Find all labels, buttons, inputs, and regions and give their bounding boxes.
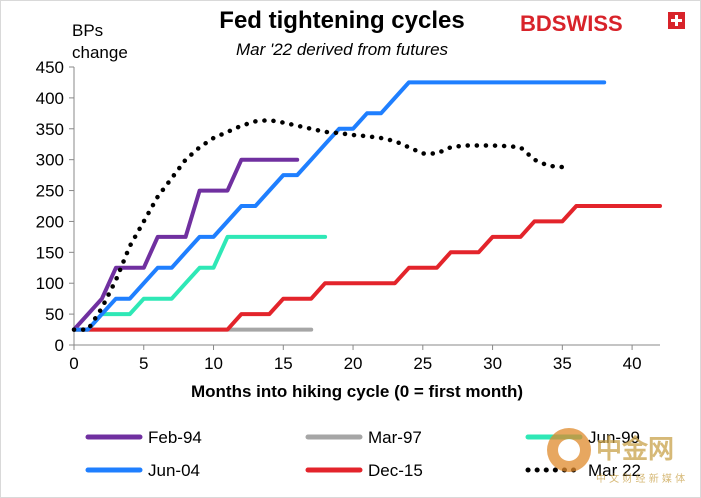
y-tick-label: 350 [36,120,64,139]
brand-logo-text: BDSWISS [520,11,623,36]
y-tick-label: 0 [55,336,64,355]
swiss-cross-bar-v [675,15,678,26]
x-tick-labels: 0 5 10 15 20 25 30 35 40 [69,354,641,373]
series-line-mar-22 [71,117,565,332]
y-tick-label: 250 [36,182,64,201]
series-lines [71,80,662,332]
x-tick-label: 20 [344,354,363,373]
legend-label: Mar 22 [588,461,641,480]
watermark-logo-inner [558,439,580,461]
series-line-dec-15 [72,204,662,332]
y-tick-label: 450 [36,58,64,77]
brand-logo: BDSWISS [520,11,685,36]
x-tick-label: 30 [483,354,502,373]
x-tick-label: 15 [274,354,293,373]
x-tick-label: 40 [623,354,642,373]
series-line-feb-94 [72,157,300,332]
y-tick-label: 100 [36,274,64,293]
y-tick-labels: 0 50 100 150 200 250 300 350 400 450 [36,58,64,355]
y-tick-label: 200 [36,212,64,231]
axes [69,66,660,350]
y-tick-label: 400 [36,89,64,108]
series-line-jun-99 [72,234,328,332]
legend-label: Dec-15 [368,461,423,480]
x-tick-label: 35 [553,354,572,373]
chart-subtitle: Mar '22 derived from futures [236,40,449,59]
legend-label: Mar-97 [368,428,422,447]
x-axis-label: Months into hiking cycle (0 = first mont… [191,382,523,401]
y-axis-label-line2: change [72,43,128,62]
y-tick-label: 50 [45,305,64,324]
legend-label: Jun-99 [588,428,640,447]
x-tick-label: 25 [413,354,432,373]
x-tick-label: 10 [204,354,223,373]
watermark-characters: 中金网 [596,434,674,465]
y-axis-label-line1: BPs [72,21,103,40]
watermark-subline: 中 文 财 经 新 媒 体 [596,472,685,485]
y-tick-label: 150 [36,243,64,262]
chart-title: Fed tightening cycles [219,7,464,34]
legend-label: Feb-94 [148,428,202,447]
x-tick-label: 0 [69,354,78,373]
watermark: 中金网 中 文 财 经 新 媒 体 [547,428,685,485]
legend-label: Jun-04 [148,461,200,480]
y-tick-label: 300 [36,151,64,170]
x-tick-label: 5 [139,354,148,373]
series-line-jun-04 [72,80,607,332]
